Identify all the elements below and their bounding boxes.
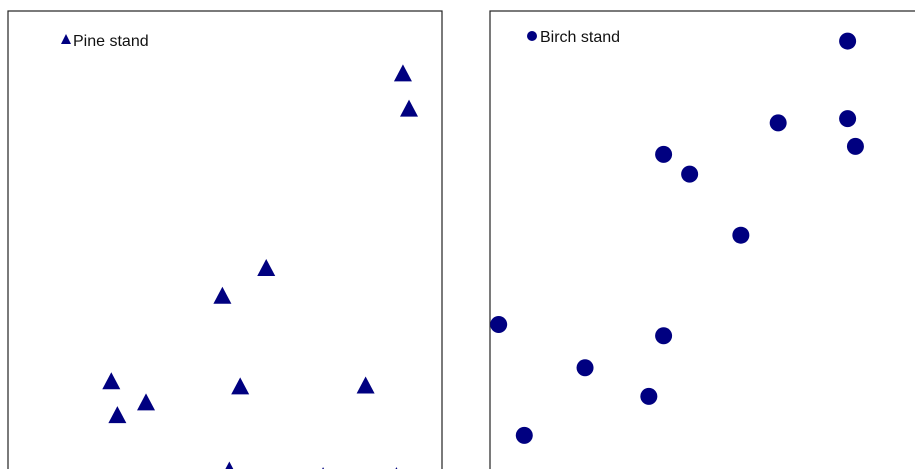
birch-legend-marker	[527, 31, 537, 41]
birch-plot-frame	[489, 10, 915, 469]
pine-points	[102, 64, 419, 469]
birch-point	[490, 315, 508, 333]
birch-point	[655, 327, 673, 345]
birch-points	[490, 32, 864, 444]
pine-point	[231, 377, 250, 395]
pine-point	[257, 258, 276, 276]
pine-legend-label: Pine stand	[73, 33, 149, 50]
pine-plot-frame	[7, 10, 443, 469]
birch-legend: Birch stand	[527, 29, 620, 46]
birch-point	[515, 426, 533, 444]
pine-point	[213, 286, 232, 304]
birch-point	[846, 137, 864, 155]
pine-point	[137, 393, 156, 411]
pine-point	[108, 406, 127, 424]
pine-point	[225, 461, 234, 469]
birch-point	[576, 359, 594, 377]
birch-point	[655, 145, 673, 163]
pine-point	[400, 99, 419, 117]
birch-point	[640, 387, 658, 405]
birch-legend-label: Birch stand	[540, 29, 620, 46]
birch-point	[839, 110, 857, 128]
birch-panel: Birch stand	[489, 10, 915, 469]
birch-point	[769, 114, 787, 132]
pine-panel: Pine stand	[7, 10, 443, 469]
pine-legend-marker	[61, 34, 71, 44]
pine-legend: Pine stand	[61, 33, 149, 50]
pine-point	[393, 64, 412, 82]
birch-point	[839, 32, 857, 50]
birch-point	[681, 165, 699, 183]
pine-point	[102, 372, 121, 390]
birch-point	[732, 226, 750, 244]
pine-point	[356, 376, 375, 394]
